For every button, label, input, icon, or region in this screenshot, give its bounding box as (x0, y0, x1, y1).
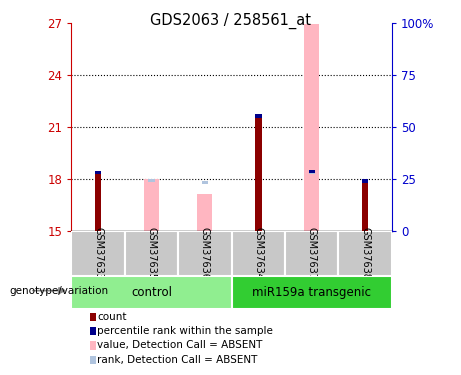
Text: GDS2063 / 258561_at: GDS2063 / 258561_at (150, 13, 311, 29)
Bar (255, 114, 261, 118)
Bar (178, 231, 231, 276)
Text: GSM37633: GSM37633 (93, 226, 103, 280)
Text: GSM37636: GSM37636 (200, 226, 210, 280)
Bar (148, 179, 155, 182)
Text: GSM37637: GSM37637 (307, 226, 317, 280)
Text: value, Detection Call = ABSENT: value, Detection Call = ABSENT (97, 340, 262, 350)
Text: GSM37634: GSM37634 (254, 226, 263, 280)
Bar (255, 116, 261, 231)
Bar (362, 181, 368, 231)
Bar (125, 231, 178, 276)
Bar (285, 231, 338, 276)
Bar (202, 180, 208, 184)
Text: rank, Detection Call = ABSENT: rank, Detection Call = ABSENT (97, 355, 257, 364)
Text: genotype/variation: genotype/variation (9, 286, 108, 296)
Bar (95, 171, 101, 174)
Text: control: control (131, 286, 172, 299)
Text: count: count (97, 312, 126, 322)
Bar (338, 231, 392, 276)
Bar (71, 276, 231, 309)
Bar (71, 231, 125, 276)
Text: miR159a transgenic: miR159a transgenic (252, 286, 371, 299)
Bar (231, 276, 392, 309)
Bar (197, 194, 213, 231)
Text: GSM37638: GSM37638 (360, 226, 370, 280)
Bar (308, 170, 315, 173)
Bar (95, 172, 101, 231)
Bar (362, 180, 368, 183)
Bar (144, 180, 159, 231)
Bar (308, 171, 315, 174)
Bar (304, 24, 319, 231)
Bar (231, 231, 285, 276)
Text: percentile rank within the sample: percentile rank within the sample (97, 326, 273, 336)
Text: GSM37635: GSM37635 (147, 226, 157, 280)
